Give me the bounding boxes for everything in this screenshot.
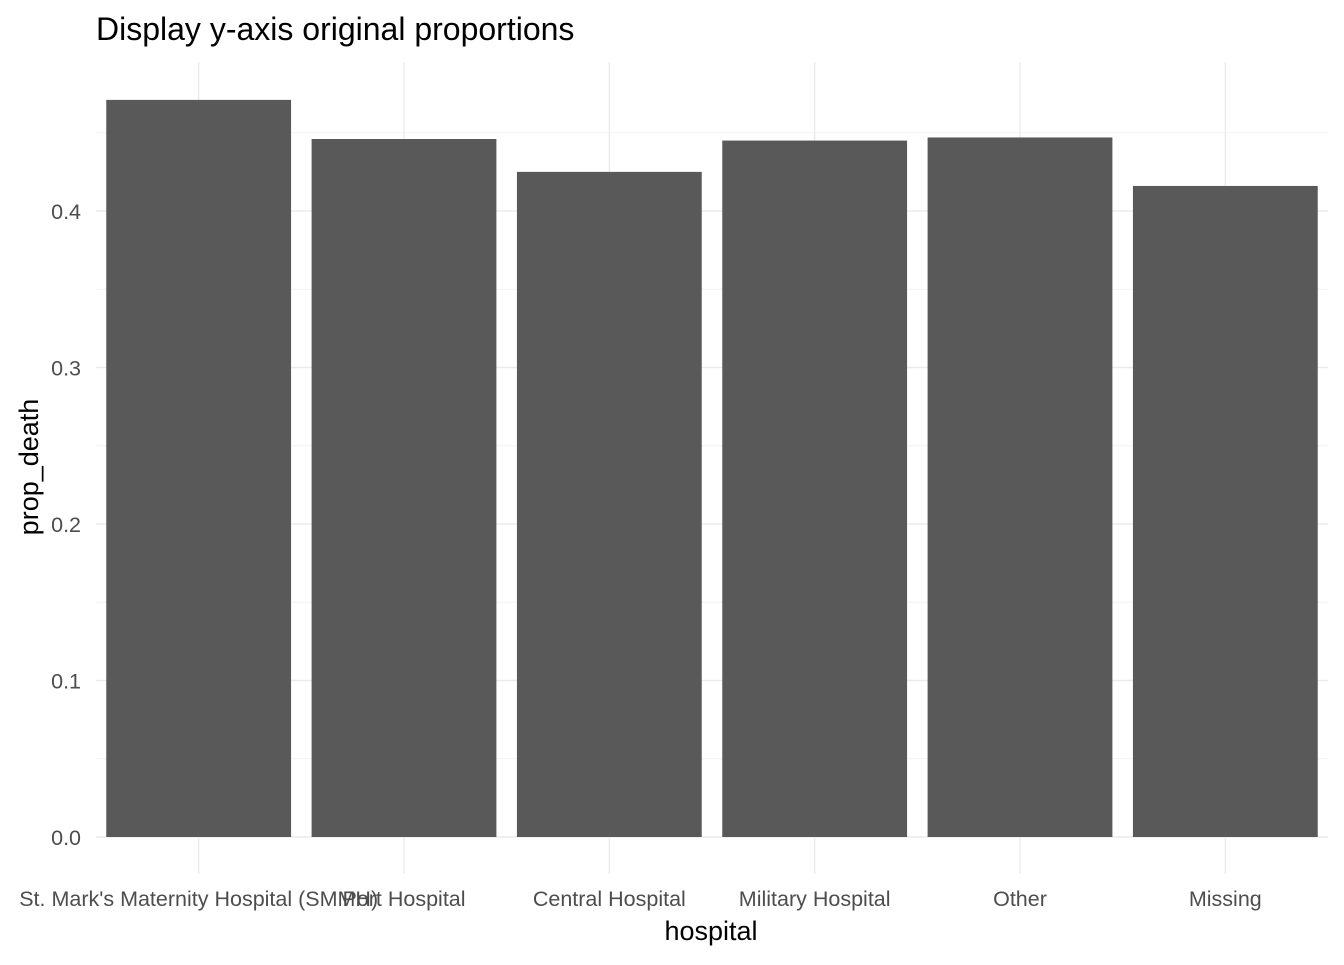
x-tick-label: Central Hospital xyxy=(533,887,686,911)
bars xyxy=(106,99,1318,837)
x-tick-label: Other xyxy=(993,887,1047,911)
y-axis-ticks: 0.0 0.1 0.2 0.3 0.4 xyxy=(51,200,81,850)
x-tick-label: Missing xyxy=(1189,887,1262,911)
x-axis-ticks: St. Mark's Maternity Hospital (SMMH)Port… xyxy=(19,887,1262,911)
y-tick-label: 0.0 xyxy=(51,826,81,850)
x-tick-label: Port Hospital xyxy=(342,887,465,911)
chart-title: Display y-axis original proportions xyxy=(96,11,574,47)
bar xyxy=(1132,185,1318,837)
y-tick-label: 0.1 xyxy=(51,670,81,694)
bar xyxy=(722,140,908,837)
y-axis-title: prop_death xyxy=(14,399,44,536)
x-axis-title: hospital xyxy=(664,916,757,946)
bar xyxy=(516,171,702,837)
bar xyxy=(927,137,1113,837)
y-tick-label: 0.2 xyxy=(51,513,81,537)
y-tick-label: 0.4 xyxy=(51,200,81,224)
bar xyxy=(106,99,292,837)
bar xyxy=(311,139,497,837)
x-tick-label: Military Hospital xyxy=(739,887,891,911)
x-tick-label: St. Mark's Maternity Hospital (SMMH) xyxy=(19,887,378,911)
y-tick-label: 0.3 xyxy=(51,357,81,381)
